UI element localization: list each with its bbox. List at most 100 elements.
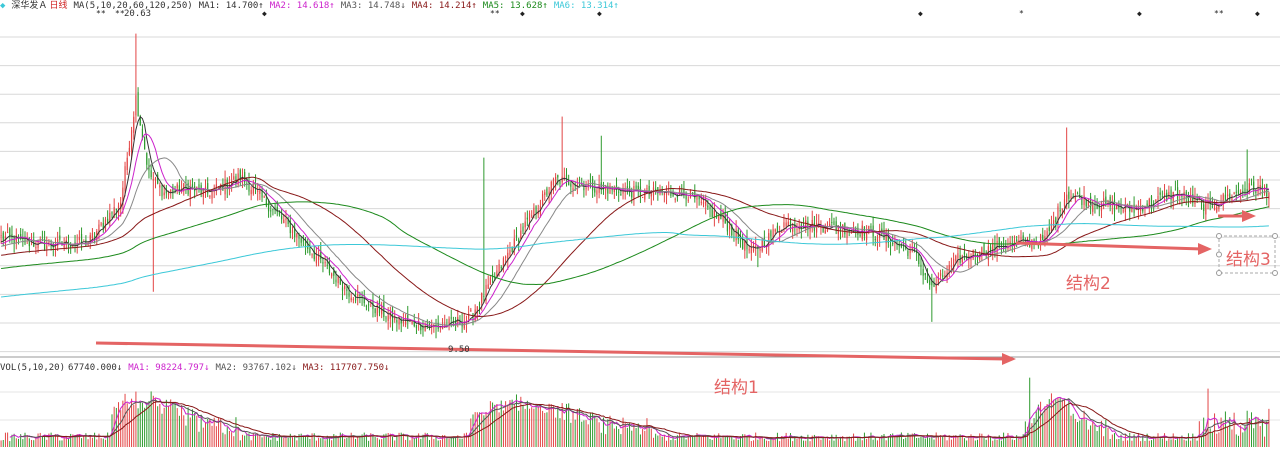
- candle-body: [889, 244, 892, 247]
- candle-body: [254, 183, 257, 189]
- candle-body: [133, 116, 135, 133]
- candle-body: [383, 302, 385, 318]
- candle-body: [779, 231, 781, 236]
- candle-body: [59, 235, 61, 240]
- candle-body: [115, 209, 117, 211]
- candle-body: [1183, 192, 1185, 200]
- candle-body: [531, 215, 533, 217]
- candle-body: [226, 179, 228, 189]
- candle-body: [898, 244, 900, 247]
- candle-body: [1226, 194, 1229, 197]
- candle-body: [413, 321, 415, 327]
- candle-body: [407, 315, 409, 322]
- candle-body: [1055, 217, 1057, 223]
- candle-body: [1213, 207, 1216, 211]
- candle-body: [211, 190, 213, 199]
- candle-body: [989, 246, 992, 252]
- candle-body: [613, 187, 615, 193]
- candle-body: [1176, 187, 1179, 199]
- candle-body: [248, 180, 250, 192]
- ma60-line: [1, 176, 1269, 318]
- candle-body: [863, 226, 866, 236]
- candle-body: [161, 185, 163, 197]
- ma4-value: MA4: 14.214↑: [411, 1, 477, 11]
- candle-body: [642, 196, 644, 198]
- candle-body: [513, 238, 515, 250]
- ma5-value: MA5: 13.628↑: [482, 1, 548, 11]
- candle-body: [291, 230, 294, 234]
- candle-body: [468, 313, 470, 319]
- candle-body: [520, 230, 522, 240]
- candle-body: [524, 221, 526, 228]
- candle-body: [920, 264, 922, 268]
- candle-body: [250, 189, 252, 195]
- structure2-arrow-shaft: [1015, 241, 1203, 251]
- candle-body: [304, 241, 307, 248]
- candle-body: [270, 210, 272, 212]
- period-label: 日线: [49, 1, 68, 11]
- candle-body: [1124, 204, 1126, 213]
- candle-body: [833, 221, 835, 225]
- candle-body: [705, 201, 707, 206]
- candle-body: [1163, 193, 1166, 195]
- candle-body: [957, 253, 959, 259]
- event-marker: **: [96, 9, 106, 18]
- candle-body: [707, 205, 709, 208]
- candle-body: [346, 289, 348, 291]
- candle-body: [1020, 237, 1022, 240]
- candle-body: [772, 228, 774, 237]
- candle-body: [583, 187, 585, 191]
- candle-body: [487, 284, 489, 289]
- stock-name: 深华发Ａ: [11, 1, 48, 11]
- candle-body: [626, 186, 628, 188]
- ma10-line: [0, 133, 1269, 328]
- candle-body: [770, 230, 772, 237]
- candle-body: [1046, 231, 1048, 237]
- structure1-arrow-head: [1002, 353, 1016, 365]
- candle-body: [1072, 195, 1074, 197]
- candle-body: [89, 235, 91, 241]
- candle-body: [752, 247, 755, 252]
- candle-body: [594, 188, 596, 193]
- candle-body: [502, 258, 505, 268]
- candle-body: [257, 190, 259, 192]
- candle-body: [326, 264, 328, 266]
- candle-body: [950, 265, 953, 267]
- candle-body: [1129, 205, 1131, 212]
- candle-body: [622, 189, 624, 194]
- candle-body: [526, 217, 528, 220]
- candle-body: [176, 184, 178, 189]
- candle-body: [509, 249, 511, 255]
- candle-body: [320, 250, 322, 260]
- candle-body: [568, 179, 570, 186]
- candle-body: [102, 222, 104, 229]
- candle-body: [591, 178, 594, 191]
- event-marker: ◆: [1137, 9, 1142, 18]
- candle-body: [1185, 191, 1187, 197]
- volume-header: VOL(5,10,20) 67740.000↓ MA1: 98224.797↓ MA2…: [0, 362, 395, 374]
- candle-body: [354, 298, 357, 301]
- candle-body: [1074, 195, 1076, 200]
- candle-body: [955, 255, 957, 261]
- candle-body: [663, 193, 665, 196]
- high-price-label: 20.63: [124, 9, 152, 19]
- candle-body: [1022, 235, 1024, 240]
- candle-body: [172, 186, 174, 194]
- candle-body: [559, 180, 561, 185]
- candle-body: [411, 320, 413, 324]
- candle-body: [961, 256, 963, 263]
- candle-body: [1198, 198, 1200, 201]
- candle-body: [398, 316, 400, 325]
- candle-body: [333, 270, 335, 276]
- ma1-value: MA1: 14.700↑: [198, 1, 264, 11]
- candle-body: [511, 247, 513, 253]
- candle-body: [120, 202, 122, 210]
- candle-body: [646, 187, 648, 190]
- candle-body: [637, 185, 639, 189]
- candle-body: [1066, 194, 1068, 203]
- candle-body: [1039, 234, 1042, 244]
- candle-body: [983, 243, 985, 255]
- candle-body: [135, 95, 137, 116]
- candle-body: [144, 136, 146, 150]
